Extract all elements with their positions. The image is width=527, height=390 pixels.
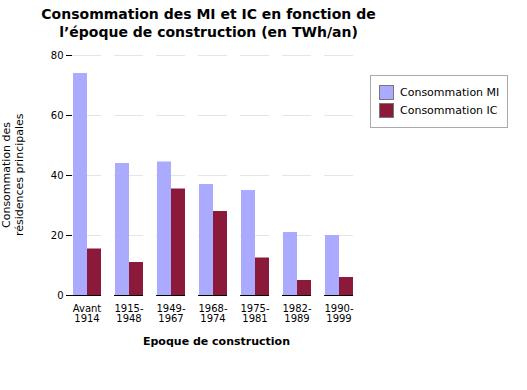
- svg-text:60: 60: [51, 110, 64, 121]
- svg-text:Avant1914: Avant1914: [73, 303, 102, 324]
- svg-text:1982-1989: 1982-1989: [282, 303, 311, 324]
- svg-text:80: 80: [51, 50, 64, 61]
- svg-text:0: 0: [57, 290, 63, 301]
- html-text:Epoque de construction: Epoque de construction: [143, 335, 290, 348]
- svg-text:20: 20: [51, 230, 64, 241]
- svg-text:1975-1981: 1975-1981: [240, 303, 269, 324]
- svg-text:1990-1999: 1990-1999: [324, 303, 353, 324]
- svg-text:1915-1948: 1915-1948: [114, 303, 143, 324]
- svg-text:1968-1974: 1968-1974: [198, 303, 227, 324]
- html-text:Consommation MI: Consommation MI: [400, 86, 500, 99]
- svg-text:40: 40: [51, 170, 64, 181]
- html-text:Consommation des MI et IC en f: Consommation des MI et IC en fonction de…: [41, 6, 376, 40]
- html-text:Consommation des résidences pr: Consommation des résidences principales: [0, 113, 27, 237]
- svg-text:1949-1967: 1949-1967: [156, 303, 185, 324]
- html-text:Consommation IC: Consommation IC: [400, 104, 498, 117]
